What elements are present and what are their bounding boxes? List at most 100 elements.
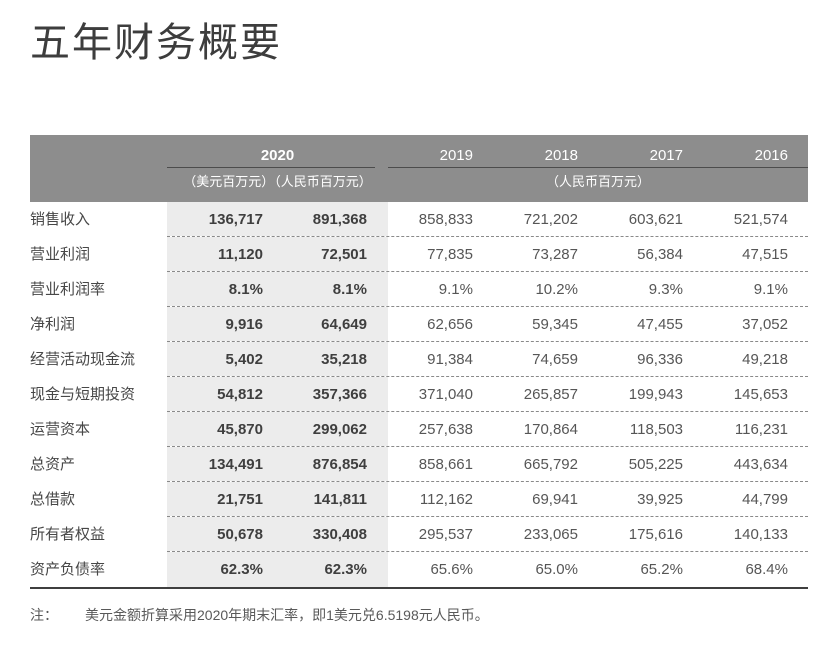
value-2020-usd: 50,678 bbox=[217, 526, 263, 543]
footnote-text: 美元金额折算采用2020年期末汇率，即1美元兑6.5198元人民币。 bbox=[85, 607, 489, 623]
value-2019: 62,656 bbox=[427, 316, 473, 333]
value-2019: 858,661 bbox=[418, 456, 473, 473]
value-2016: 68.4% bbox=[745, 561, 788, 578]
value-2017: 47,455 bbox=[637, 316, 683, 333]
value-2020-rmb: 330,408 bbox=[312, 526, 367, 543]
header-group-2020: 2020 （美元百万元）（人民币百万元） bbox=[167, 135, 388, 202]
value-2017: 118,503 bbox=[629, 421, 683, 438]
value-2016: 47,515 bbox=[742, 246, 788, 263]
table-row: 运营资本 45,870 299,062 257,638 170,864 118,… bbox=[30, 412, 808, 447]
table-row: 现金与短期投资 54,812 357,366 371,040 265,857 1… bbox=[30, 377, 808, 412]
value-2019: 295,537 bbox=[418, 526, 473, 543]
row-data: 54,812 357,366 371,040 265,857 199,943 1… bbox=[167, 377, 808, 412]
row-data: 9,916 64,649 62,656 59,345 47,455 37,052 bbox=[167, 307, 808, 342]
value-2016: 140,133 bbox=[733, 526, 788, 543]
value-2017: 65.2% bbox=[640, 561, 683, 578]
row-label: 运营资本 bbox=[30, 421, 91, 438]
value-2017: 39,925 bbox=[637, 491, 683, 508]
row-label: 现金与短期投资 bbox=[30, 386, 136, 403]
highlighted-2020-cells: 62.3% 62.3% bbox=[167, 552, 388, 587]
value-2020-rmb: 64,649 bbox=[321, 316, 367, 333]
value-2020-rmb: 72,501 bbox=[321, 246, 367, 263]
value-2016: 521,574 bbox=[733, 211, 788, 228]
value-2018: 265,857 bbox=[523, 386, 578, 403]
highlighted-2020-cells: 54,812 357,366 bbox=[167, 377, 388, 411]
value-2020-rmb: 8.1% bbox=[332, 281, 367, 298]
value-2020-rmb: 62.3% bbox=[324, 561, 367, 578]
value-2019: 77,835 bbox=[427, 246, 473, 263]
value-2020-rmb: 299,062 bbox=[312, 421, 367, 438]
financial-summary-table: 2020 （美元百万元）（人民币百万元） 2019 2018 2017 2016… bbox=[30, 135, 808, 589]
value-2018: 59,345 bbox=[532, 316, 578, 333]
value-2016: 9.1% bbox=[753, 281, 788, 298]
value-2020-usd: 21,751 bbox=[217, 491, 263, 508]
highlighted-2020-cells: 136,717 891,368 bbox=[167, 202, 388, 236]
value-2017: 603,621 bbox=[628, 211, 683, 228]
row-data: 62.3% 62.3% 65.6% 65.0% 65.2% 68.4% bbox=[167, 552, 808, 587]
value-2018: 721,202 bbox=[523, 211, 578, 228]
value-2020-rmb: 891,368 bbox=[312, 211, 367, 228]
value-2019: 858,833 bbox=[418, 211, 473, 228]
value-2018: 73,287 bbox=[532, 246, 578, 263]
value-2020-rmb: 357,366 bbox=[312, 386, 367, 403]
value-2020-usd: 11,120 bbox=[217, 246, 263, 263]
unit-subheader-prior-years: （人民币百万元） bbox=[545, 174, 650, 189]
value-2018: 233,065 bbox=[523, 526, 578, 543]
table-header: 2020 （美元百万元）（人民币百万元） 2019 2018 2017 2016… bbox=[30, 135, 808, 202]
value-2016: 145,653 bbox=[733, 386, 788, 403]
table-body: 销售收入 136,717 891,368 858,833 721,202 603… bbox=[30, 202, 808, 587]
highlighted-2020-cells: 8.1% 8.1% bbox=[167, 272, 388, 306]
prior-years-row: 2019 2018 2017 2016 bbox=[388, 144, 808, 167]
footnote: 注： 美元金额折算采用2020年期末汇率，即1美元兑6.5198元人民币。 bbox=[30, 606, 489, 624]
value-2017: 56,384 bbox=[637, 246, 683, 263]
highlighted-2020-cells: 5,402 35,218 bbox=[167, 342, 388, 376]
header-data-area: 2020 （美元百万元）（人民币百万元） 2019 2018 2017 2016… bbox=[167, 135, 808, 202]
value-2018: 170,864 bbox=[523, 421, 578, 438]
table-row: 经营活动现金流 5,402 35,218 91,384 74,659 96,33… bbox=[30, 342, 808, 377]
table-row: 营业利润 11,120 72,501 77,835 73,287 56,384 … bbox=[30, 237, 808, 272]
header-label-spacer bbox=[30, 135, 167, 202]
row-data: 45,870 299,062 257,638 170,864 118,503 1… bbox=[167, 412, 808, 447]
value-2016: 44,799 bbox=[742, 491, 788, 508]
year-2016-header: 2016 bbox=[754, 147, 788, 164]
highlighted-2020-cells: 50,678 330,408 bbox=[167, 517, 388, 551]
year-2019-header: 2019 bbox=[439, 147, 473, 164]
row-data: 11,120 72,501 77,835 73,287 56,384 47,51… bbox=[167, 237, 808, 272]
row-label: 营业利润率 bbox=[30, 281, 106, 298]
table-row: 销售收入 136,717 891,368 858,833 721,202 603… bbox=[30, 202, 808, 237]
table-row: 总借款 21,751 141,811 112,162 69,941 39,925… bbox=[30, 482, 808, 517]
row-label: 总资产 bbox=[30, 456, 76, 473]
value-2016: 49,218 bbox=[742, 351, 788, 368]
value-2018: 69,941 bbox=[532, 491, 578, 508]
row-data: 134,491 876,854 858,661 665,792 505,225 … bbox=[167, 447, 808, 482]
value-2019: 112,162 bbox=[419, 491, 473, 508]
table-row: 资产负债率 62.3% 62.3% 65.6% 65.0% 65.2% 68.4… bbox=[30, 552, 808, 587]
value-2020-usd: 9,916 bbox=[225, 316, 263, 333]
row-label: 资产负债率 bbox=[30, 561, 106, 578]
value-2017: 9.3% bbox=[648, 281, 683, 298]
row-data: 136,717 891,368 858,833 721,202 603,621 … bbox=[167, 202, 808, 237]
table-row: 总资产 134,491 876,854 858,661 665,792 505,… bbox=[30, 447, 808, 482]
year-2017-header: 2017 bbox=[649, 147, 683, 164]
row-data: 50,678 330,408 295,537 233,065 175,616 1… bbox=[167, 517, 808, 552]
value-2020-usd: 134,491 bbox=[208, 456, 263, 473]
value-2019: 371,040 bbox=[418, 386, 473, 403]
header-underline-2020 bbox=[167, 167, 375, 168]
value-2016: 443,634 bbox=[733, 456, 788, 473]
value-2020-usd: 45,870 bbox=[217, 421, 263, 438]
highlighted-2020-cells: 21,751 141,811 bbox=[167, 482, 388, 516]
header-group-prior-years: 2019 2018 2017 2016 （人民币百万元） bbox=[388, 135, 808, 202]
highlighted-2020-cells: 134,491 876,854 bbox=[167, 447, 388, 481]
year-2018-header: 2018 bbox=[544, 147, 578, 164]
value-2020-usd: 54,812 bbox=[217, 386, 263, 403]
highlighted-2020-cells: 45,870 299,062 bbox=[167, 412, 388, 446]
value-2017: 505,225 bbox=[628, 456, 683, 473]
footnote-label: 注： bbox=[30, 607, 58, 623]
value-2016: 116,231 bbox=[734, 421, 788, 438]
row-label: 所有者权益 bbox=[30, 526, 106, 543]
header-underline-prior-years bbox=[388, 167, 808, 168]
value-2019: 91,384 bbox=[427, 351, 473, 368]
table-row: 营业利润率 8.1% 8.1% 9.1% 10.2% 9.3% 9.1% bbox=[30, 272, 808, 307]
row-label: 经营活动现金流 bbox=[30, 351, 136, 368]
